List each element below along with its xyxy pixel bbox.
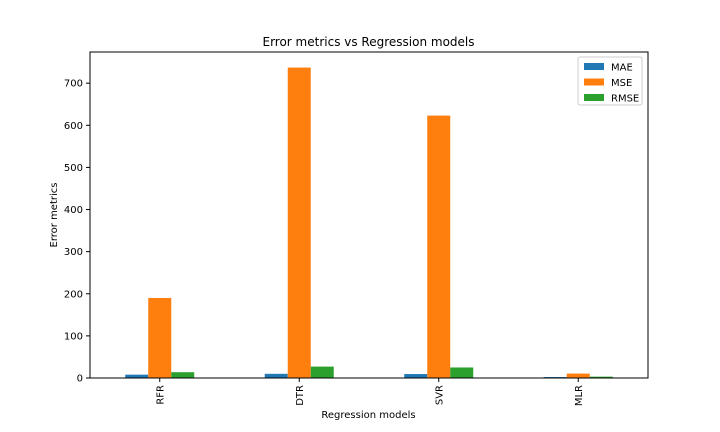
y-tick-label: 400 (64, 205, 83, 216)
x-tick-label-svr: SVR (434, 385, 445, 405)
bar-rmse-dtr (310, 366, 334, 378)
legend-label-mae: MAE (611, 63, 633, 74)
bars-group (125, 67, 613, 378)
y-axis: 0 100 200 300 400 500 600 700 (64, 79, 90, 385)
legend-label-mse: MSE (611, 78, 632, 89)
y-tick-label: 100 (64, 331, 83, 342)
y-axis-label: Error metrics (49, 183, 60, 248)
y-tick-label: 700 (64, 79, 83, 90)
bar-mse-rfr (148, 297, 172, 378)
legend-swatch-mse (584, 78, 604, 86)
y-tick-label: 0 (77, 374, 83, 385)
bar-mse-svr (427, 115, 451, 378)
bar-mae-rfr (125, 374, 149, 378)
bar-mae-dtr (264, 373, 288, 378)
legend-swatch-rmse (584, 94, 604, 101)
chart-title: Error metrics vs Regression models (262, 35, 474, 49)
legend-swatch-mae (584, 63, 604, 70)
y-tick-label: 500 (64, 163, 83, 174)
legend: MAE MSE RMSE (577, 56, 643, 106)
legend-label-rmse: RMSE (611, 94, 639, 105)
bar-rmse-svr (450, 367, 474, 378)
bar-mse-dtr (287, 67, 311, 378)
x-tick-label-dtr: DTR (295, 385, 306, 406)
x-tick-label-mlr: MLR (574, 385, 585, 406)
bar-rmse-mlr (589, 376, 613, 378)
bar-rmse-rfr (171, 372, 195, 378)
x-axis: RFR DTR SVR MLR (155, 378, 585, 406)
x-axis-label: Regression models (321, 410, 415, 421)
y-tick-label: 600 (64, 121, 83, 132)
x-tick-label-rfr: RFR (155, 385, 166, 405)
plot-frame (89, 51, 649, 379)
bar-mse-mlr (566, 373, 590, 378)
y-tick-label: 300 (64, 247, 83, 258)
bar-mae-svr (404, 374, 428, 378)
y-tick-label: 200 (64, 289, 83, 300)
